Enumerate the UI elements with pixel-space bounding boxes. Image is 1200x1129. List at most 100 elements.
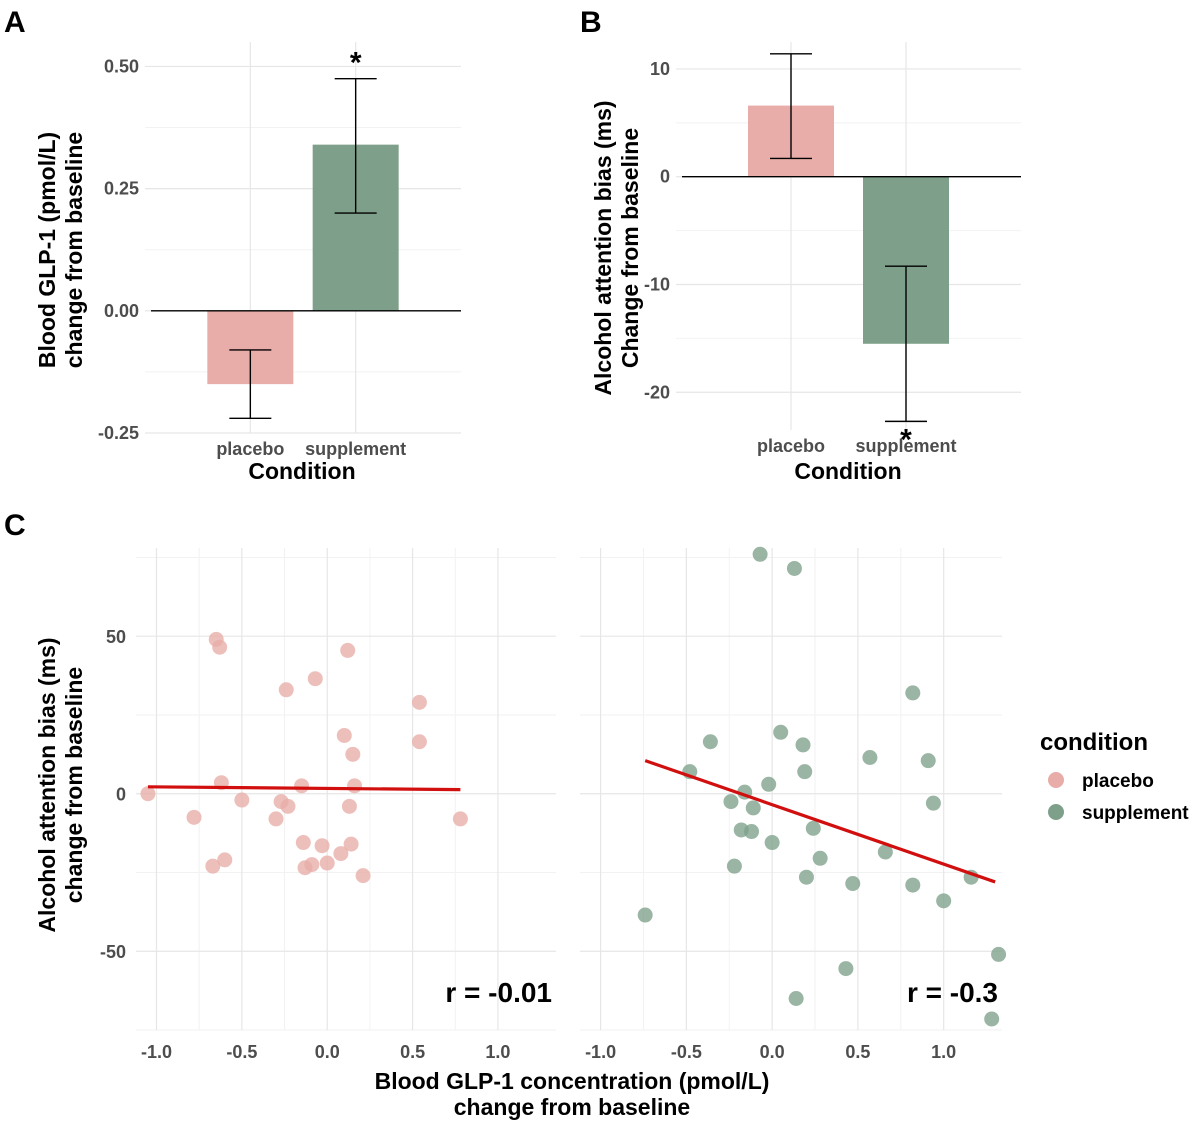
panel-c-x-tick-label: -0.5 [671,1042,702,1062]
scatter-point-placebo [268,811,284,827]
panel-c-x-tick-label: -1.0 [585,1042,616,1062]
panel-letter-b: B [580,6,602,39]
scatter-point-supplement [761,776,777,792]
panel-c-x-tick-label: 0.0 [760,1042,785,1062]
scatter-point-placebo [295,835,311,851]
panel-c-y-tick-label: 50 [106,627,126,647]
scatter-point-supplement [991,946,1007,962]
panel-b-bars: * [682,53,1021,456]
a-x-tick-label: placebo [216,439,284,459]
panel-c-grid [136,548,1002,1031]
panel-letter-c: C [4,509,26,542]
a-y-tick-label: 0.00 [104,301,139,321]
panel-c-x-tick-label: -1.0 [141,1042,172,1062]
scatter-point-supplement [773,724,789,740]
panel-c: C -1.0 -0.5 0.0 0.5 1.0 -1.0 -0.5 0.0 0.5 1.0 -50 0… [4,509,1189,1120]
scatter-point-supplement [905,685,921,701]
b-x-tick-label: supplement [855,436,956,456]
scatter-point-supplement [723,794,739,810]
panel-a: A * -0.25 0.00 0.25 0.50 placebo supplement C… [4,6,461,484]
panel-c-tick-labels: -1.0 -0.5 0.0 0.5 1.0 -1.0 -0.5 0.0 0.5 1.0 -50 0 50 [100,627,956,1062]
scatter-point-supplement [798,869,814,885]
scatter-point-supplement [920,753,936,769]
scatter-point-placebo [452,811,468,827]
scatter-point-placebo [140,786,156,802]
scatter-point-placebo [314,838,330,854]
scatter-point-supplement [925,795,941,811]
regression-line-placebo [147,785,461,792]
b-x-tick-label: placebo [757,436,825,456]
scatter-point-placebo [307,671,323,687]
scatter-point-placebo [212,639,228,655]
panel-b-tick-labels: -20 -10 0 10 placebo supplement [644,59,957,456]
scatter-point-placebo [280,798,296,814]
scatter-point-placebo [217,852,233,868]
scatter-point-placebo [355,868,371,884]
b-y-tick-label: 0 [660,167,670,187]
scatter-point-placebo [347,778,363,794]
panel-c-y-tick-label: 0 [116,785,126,805]
scatter-point-supplement [764,835,780,851]
scatter-point-placebo [336,727,352,743]
scatter-point-placebo [340,642,356,658]
scatter-point-supplement [862,749,878,765]
scatter-point-supplement [637,907,653,923]
scatter-point-supplement [838,961,854,977]
legend-label-placebo: placebo [1082,771,1154,792]
scatter-point-placebo [186,809,202,825]
r-label-supplement: r = -0.3 [907,977,998,1008]
legend-title: condition [1040,729,1148,756]
scatter-point-supplement [786,560,802,576]
panel-a-y-axis-title-line1: Blood GLP-1 (pmol/L) [34,132,60,368]
a-y-tick-label: 0.50 [104,56,139,76]
panel-b-y-axis-title-line1: Alcohol attention bias (ms) [590,100,616,395]
scatter-point-supplement [812,850,828,866]
a-y-tick-label: 0.25 [104,179,139,199]
b-y-tick-label: 10 [650,59,670,79]
panel-c-points [140,546,1007,1027]
scatter-point-placebo [234,792,250,808]
panel-b: B * -20 -10 0 10 placebo supplement Condition… [580,6,1021,484]
significance-marker-supplement: * [900,423,912,456]
panel-b-x-axis-title: Condition [794,458,901,484]
b-y-tick-label: -10 [644,275,670,295]
panel-c-x-axis-title-line1: Blood GLP-1 concentration (pmol/L) [375,1068,770,1094]
regression-line-supplement [644,759,996,884]
panel-c-x-axis-title-line2: change from baseline [454,1094,690,1120]
panel-letter-a: A [4,6,26,39]
scatter-point-supplement [752,546,768,562]
scatter-point-placebo [345,746,361,762]
panel-c-x-tick-label: 1.0 [485,1042,510,1062]
scatter-point-supplement [788,990,804,1006]
scatter-point-supplement [984,1011,1000,1027]
b-y-tick-label: -20 [644,382,670,402]
scatter-point-placebo [304,857,320,873]
panel-b-grid [676,42,1021,430]
panel-c-y-axis-title-line2: change from baseline [61,667,87,903]
scatter-point-placebo [205,858,221,874]
scatter-point-placebo [341,798,357,814]
r-label-placebo: r = -0.01 [445,977,552,1008]
scatter-point-supplement [877,844,893,860]
scatter-point-placebo [411,694,427,710]
legend-swatch-placebo [1048,772,1064,788]
panel-c-x-tick-label: 0.5 [845,1042,870,1062]
scatter-point-supplement [905,877,921,893]
scatter-point-supplement [726,858,742,874]
scatter-point-supplement [805,820,821,836]
panel-a-bars: * [151,47,461,420]
legend: condition placebo supplement [1040,729,1189,824]
scatter-point-supplement [745,800,761,816]
scatter-point-placebo [278,682,294,698]
scatter-point-supplement [795,737,811,753]
significance-marker-supplement: * [350,47,362,80]
scatter-point-placebo [294,778,310,794]
scatter-point-supplement [936,893,952,909]
panel-a-x-axis-title: Condition [248,458,355,484]
panel-a-tick-labels: -0.25 0.00 0.25 0.50 placebo supplement [98,56,406,459]
panel-c-y-axis-title-line1: Alcohol attention bias (ms) [34,637,60,932]
panel-a-y-axis-title-line2: change from baseline [61,132,87,368]
panel-a-grid [145,42,461,434]
